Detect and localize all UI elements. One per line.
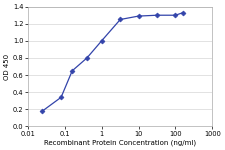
Y-axis label: OD 450: OD 450 — [4, 53, 10, 80]
X-axis label: Recombinant Protein Concentration (ng/ml): Recombinant Protein Concentration (ng/ml… — [44, 139, 196, 146]
